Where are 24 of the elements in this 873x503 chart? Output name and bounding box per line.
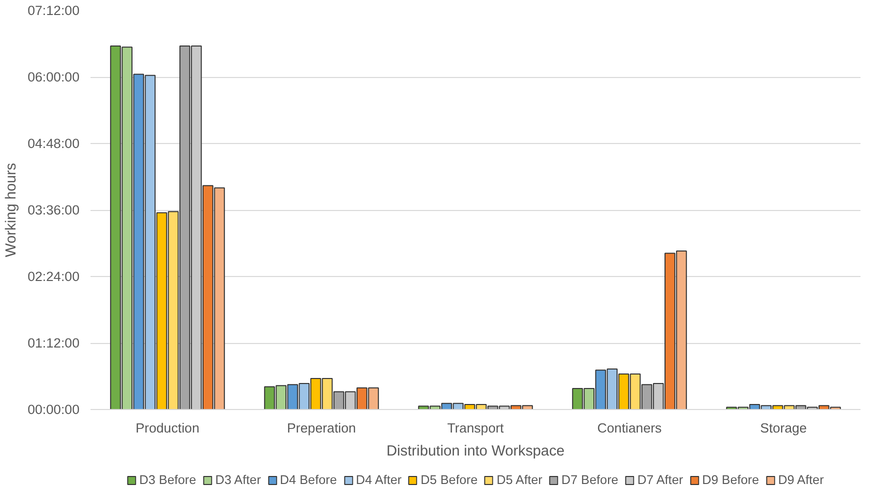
legend-label: D4 After: [356, 473, 402, 487]
legend-label: D7 After: [637, 473, 684, 487]
x-tick-label: Preperation: [287, 420, 356, 436]
y-tick-label: 04:48:00: [28, 136, 80, 151]
legend-label: D5 After: [496, 473, 542, 487]
legend-label: D3 Before: [139, 473, 196, 487]
x-tick-label: Storage: [760, 420, 807, 436]
y-tick-label: 07:12:00: [28, 3, 80, 18]
y-tick-label: 02:24:00: [28, 269, 80, 284]
legend-label: D9 Before: [702, 473, 760, 487]
legend-label: D9 After: [778, 473, 824, 487]
x-tick-label: Transport: [447, 420, 504, 436]
x-tick-label: Contianers: [597, 420, 662, 436]
y-tick-label: 03:36:00: [28, 202, 80, 218]
y-tick-label: 00:00:00: [28, 402, 80, 417]
legend-label: D4 Before: [280, 473, 337, 487]
x-tick-label: Production: [136, 420, 200, 436]
x-axis-title: Distribution into Workspace: [386, 444, 565, 460]
y-axis-title: Working hours: [4, 162, 20, 258]
legend-label: D3 After: [215, 473, 261, 487]
legend-label: D7 Before: [561, 473, 618, 487]
y-tick-label: 06:00:00: [28, 70, 80, 84]
legend-label: D5 Before: [420, 473, 478, 487]
y-tick-label: 01:12:00: [28, 336, 80, 350]
